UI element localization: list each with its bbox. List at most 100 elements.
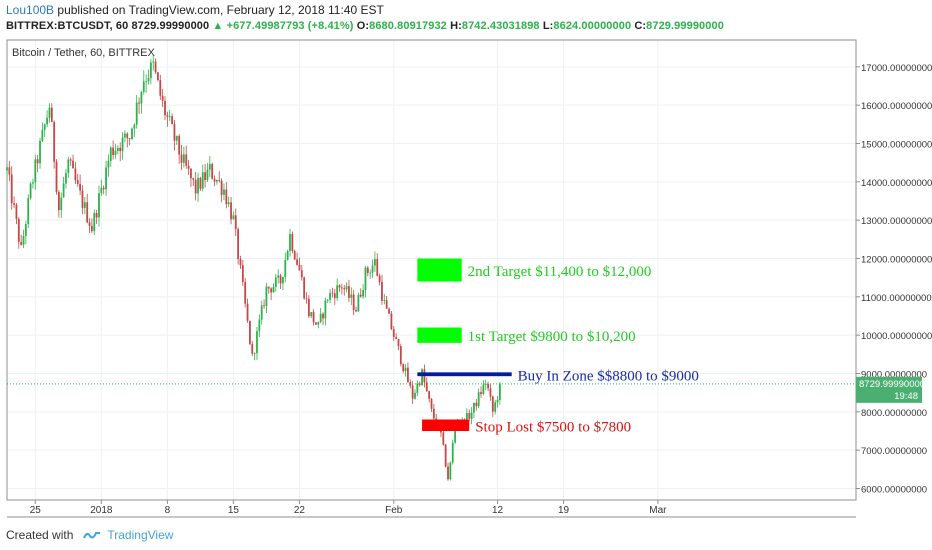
candle-body <box>331 292 334 294</box>
price-tick-label: 15000.00000000 <box>861 140 932 151</box>
candle-body <box>98 193 100 218</box>
candle-body <box>211 164 214 179</box>
candle-body <box>227 202 230 205</box>
candle-body <box>345 286 348 290</box>
candle-body <box>171 116 173 125</box>
candle-body <box>260 305 263 320</box>
candle-body <box>381 281 383 301</box>
tradingview-logo-icon <box>83 532 101 539</box>
candle-body <box>10 174 13 204</box>
candle-body <box>218 180 221 181</box>
candle-body <box>454 423 456 443</box>
candle-body <box>338 285 341 288</box>
candle-body <box>67 159 70 174</box>
candle-body <box>220 180 223 195</box>
candle-body <box>36 159 39 164</box>
candle-body <box>133 124 136 129</box>
candle-body <box>267 286 270 289</box>
candle-body <box>140 92 143 104</box>
candle-body <box>34 159 37 183</box>
candle-body <box>364 267 367 290</box>
candle-body <box>256 331 258 354</box>
tradingview-brand[interactable]: TradingView <box>107 528 174 542</box>
candle-body <box>109 147 112 161</box>
candle-body <box>369 272 372 274</box>
candle-body <box>194 179 197 194</box>
author-link[interactable]: Lou100B <box>6 3 55 17</box>
candle-body <box>374 259 376 266</box>
candle-body <box>496 399 499 403</box>
candle-body <box>291 233 294 252</box>
candle-body <box>385 300 388 309</box>
candle-body <box>409 382 412 386</box>
candle-body <box>411 385 414 399</box>
candle-body <box>173 124 176 141</box>
time-tick-label: 22 <box>294 505 306 516</box>
candle-body <box>119 147 122 152</box>
candle-body <box>152 61 155 63</box>
candle-body <box>234 215 237 230</box>
candle-body <box>251 344 254 354</box>
candle-body <box>343 288 346 290</box>
zone-label: 1st Target $9800 to $10,200 <box>468 329 636 345</box>
candle-body <box>142 81 145 93</box>
up-arrow-icon: ▲ <box>212 20 224 32</box>
last-price-badge-value: 8729.99990000 <box>859 379 925 390</box>
candle-body <box>46 117 48 125</box>
candle-body <box>272 286 275 293</box>
candle-body <box>392 329 395 337</box>
price-axis[interactable]: 6000.00000000 7000.00000000 8000.00000000 9… <box>856 63 932 496</box>
candle-body <box>79 183 82 191</box>
candle-body <box>300 270 303 278</box>
candle-body <box>340 287 343 289</box>
zone-box <box>417 372 512 377</box>
candle-body <box>421 369 423 385</box>
time-tick-label: 2018 <box>90 505 113 516</box>
candle-body <box>128 138 131 139</box>
candle-body <box>468 413 471 419</box>
candle-body <box>244 282 247 304</box>
candle-body <box>447 466 449 480</box>
candle-body <box>208 164 211 170</box>
candle-body <box>154 61 157 73</box>
candle-body <box>326 299 329 301</box>
change-value: +677.49987793 (+8.41%) <box>226 20 354 32</box>
candle-body <box>430 398 433 409</box>
candle-body <box>168 116 171 118</box>
candle-body <box>253 353 256 354</box>
candle-body <box>348 286 350 298</box>
price-tick-label: 9000.00000000 <box>861 370 927 381</box>
candle-countdown: 19:48 <box>894 391 918 402</box>
candle-body <box>357 294 360 312</box>
candle-body <box>482 384 485 395</box>
zone-box <box>417 258 462 282</box>
time-axis[interactable]: 25 2018 8 15 22 Feb 12 19 Mar <box>30 500 667 516</box>
candle-body <box>29 183 32 199</box>
candle-body <box>112 147 115 155</box>
candle-body <box>107 160 110 168</box>
candle-body <box>20 241 23 245</box>
candle-body <box>121 137 124 152</box>
candle-body <box>102 187 105 190</box>
candle-body <box>428 391 431 399</box>
candle-body <box>213 178 216 182</box>
candle-body <box>336 285 339 299</box>
candle-body <box>197 177 199 194</box>
candle-body <box>24 224 27 237</box>
candle-body <box>274 277 277 287</box>
candle-body <box>95 212 98 218</box>
candle-body <box>491 396 494 412</box>
candle-body <box>310 312 313 317</box>
candle-body <box>489 388 492 397</box>
candle-body <box>312 312 315 323</box>
candle-body <box>395 336 398 340</box>
candle-body <box>241 265 244 283</box>
candle-body <box>376 259 379 276</box>
candle-body <box>317 322 320 325</box>
candle-body <box>187 165 190 169</box>
candle-body <box>147 78 150 82</box>
candle-body <box>32 182 34 184</box>
candle-body <box>402 364 405 372</box>
candle-body <box>475 402 478 407</box>
